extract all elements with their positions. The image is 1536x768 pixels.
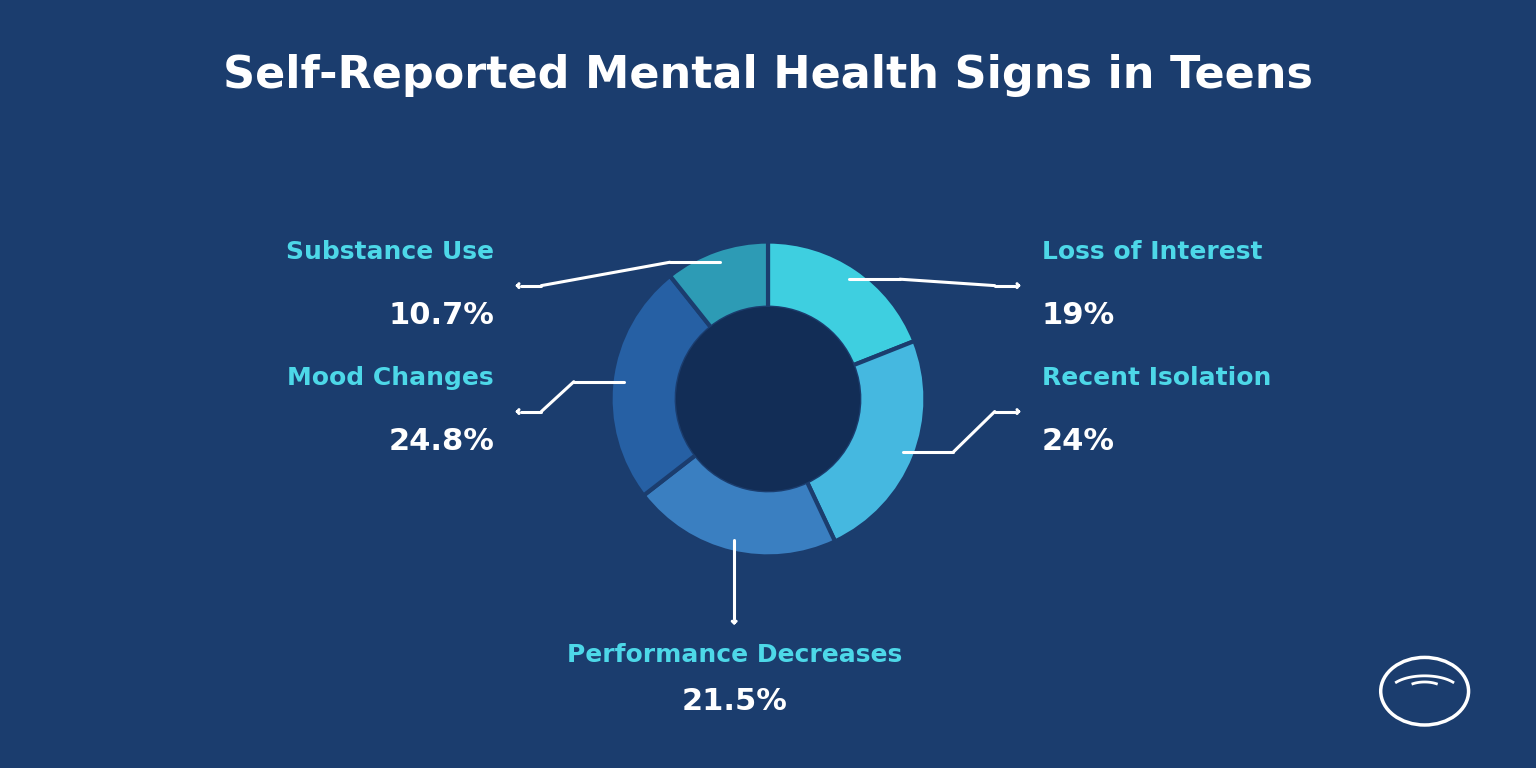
Wedge shape — [611, 276, 711, 495]
Text: 19%: 19% — [1041, 301, 1115, 330]
Text: Mood Changes: Mood Changes — [287, 366, 495, 389]
Wedge shape — [768, 242, 914, 366]
Text: Recent Isolation: Recent Isolation — [1041, 366, 1272, 389]
Text: 10.7%: 10.7% — [389, 301, 495, 330]
Text: Self-Reported Mental Health Signs in Teens: Self-Reported Mental Health Signs in Tee… — [223, 54, 1313, 97]
Text: 24.8%: 24.8% — [389, 427, 495, 456]
Text: Loss of Interest: Loss of Interest — [1041, 240, 1263, 263]
Wedge shape — [644, 455, 836, 556]
Wedge shape — [670, 242, 768, 327]
Wedge shape — [806, 341, 925, 541]
Text: Substance Use: Substance Use — [286, 240, 495, 263]
Text: Performance Decreases: Performance Decreases — [567, 643, 902, 667]
Text: 21.5%: 21.5% — [682, 687, 786, 716]
Text: 24%: 24% — [1041, 427, 1115, 456]
Circle shape — [677, 308, 859, 490]
